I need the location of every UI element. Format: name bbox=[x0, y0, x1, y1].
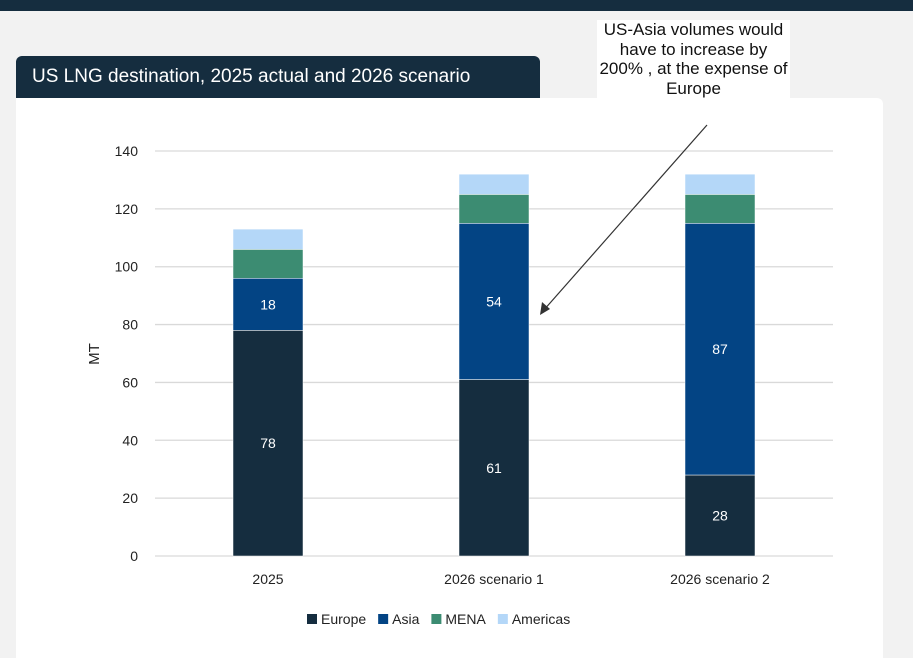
y-tick-label: 80 bbox=[122, 317, 138, 333]
y-tick-label: 120 bbox=[115, 201, 139, 217]
y-axis-label: MT bbox=[86, 343, 103, 365]
y-tick-label: 140 bbox=[115, 143, 139, 159]
legend-swatch-asia bbox=[378, 614, 389, 624]
bar-mena bbox=[458, 194, 530, 224]
legend-swatch-europe bbox=[307, 614, 317, 624]
y-tick-label: 20 bbox=[122, 490, 138, 506]
annotation-arrow bbox=[542, 124, 708, 312]
y-tick-label: 40 bbox=[122, 432, 138, 448]
bar-mena bbox=[684, 194, 756, 224]
bar-asia bbox=[684, 223, 756, 476]
legend-swatch-americas bbox=[497, 614, 508, 624]
y-tick-label: 100 bbox=[115, 259, 139, 275]
legend-swatch-mena bbox=[431, 614, 442, 624]
y-tick-label: 0 bbox=[130, 548, 138, 564]
x-tick-label: 2025 bbox=[252, 571, 283, 587]
x-tick-label: 2026 scenario 1 bbox=[444, 571, 544, 587]
legend-label-americas: Americas bbox=[512, 611, 570, 627]
annotation-text: US-Asia volumes would have to increase b… bbox=[597, 20, 790, 124]
top-bar bbox=[0, 0, 913, 11]
chart-title: US LNG destination, 2025 actual and 2026… bbox=[16, 56, 540, 98]
data-label: 61 bbox=[486, 460, 502, 476]
bar-americas bbox=[232, 228, 304, 250]
bar-europe bbox=[458, 379, 530, 557]
bar-americas bbox=[458, 173, 530, 195]
arrowhead-icon bbox=[540, 302, 550, 315]
bar-mena bbox=[232, 249, 304, 279]
data-label: 54 bbox=[486, 293, 502, 309]
chart-svg: 0 20 40 60 80 100 120 140 MT 78 18 2025 61 54 2026 sce… bbox=[86, 124, 833, 627]
legend-label-mena: MENA bbox=[445, 611, 486, 627]
y-tick-label: 60 bbox=[122, 374, 138, 390]
bar-asia bbox=[458, 223, 530, 380]
data-label: 78 bbox=[260, 435, 276, 451]
legend-label-asia: Asia bbox=[392, 611, 419, 627]
x-tick-label: 2026 scenario 2 bbox=[670, 571, 770, 587]
data-label: 87 bbox=[712, 341, 728, 357]
data-label: 18 bbox=[260, 296, 276, 312]
bar-asia bbox=[232, 278, 304, 331]
legend-label-europe: Europe bbox=[321, 611, 366, 627]
data-label: 28 bbox=[712, 508, 728, 524]
bar-americas bbox=[684, 173, 756, 195]
bar-europe bbox=[232, 330, 304, 557]
